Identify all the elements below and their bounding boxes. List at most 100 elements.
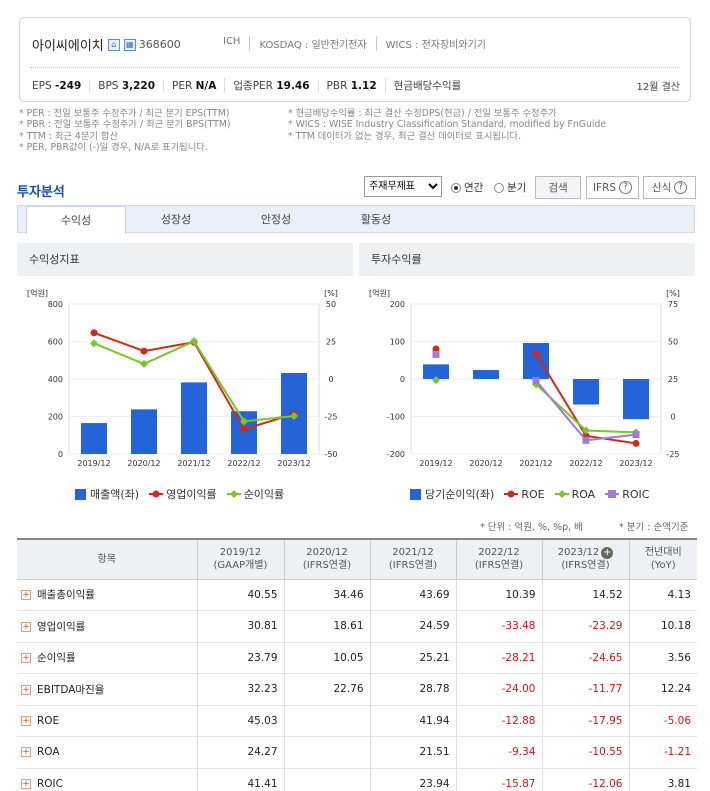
right-axis-unit: [%] — [324, 289, 338, 298]
bar — [131, 409, 157, 454]
divider — [30, 67, 680, 68]
legend-returns: 당기순이익(좌) ROE ROA ROIC — [410, 486, 659, 502]
row-label[interactable]: + ROIC — [17, 768, 198, 791]
analysis-tabs: 수익성 성장성 안정성 활동성 — [17, 205, 695, 234]
data-point — [90, 339, 98, 348]
note: * WICS : WISE Industry Classification St… — [288, 119, 607, 131]
y-tick-label: 400 — [48, 375, 63, 384]
row-label[interactable]: + 순이익률 — [17, 642, 198, 674]
expand-icon[interactable]: + — [21, 590, 31, 601]
row-label[interactable]: + EBITDA마진율 — [17, 673, 198, 706]
y2-tick-label: 25 — [668, 375, 678, 384]
legend-item[interactable]: 매출액(좌) — [75, 486, 139, 502]
table-cell: 23.79 — [197, 642, 285, 674]
table-cell — [284, 736, 371, 769]
data-point — [140, 347, 148, 355]
stat-industry-per: 업종PER 19.46 — [224, 78, 317, 93]
x-tick-label: 2019/12 — [77, 459, 110, 468]
x-tick-label: 2020/12 — [469, 459, 502, 468]
legend-item[interactable]: ROA — [554, 488, 595, 501]
home-icon[interactable]: ⌂ — [107, 38, 120, 51]
right-axis-unit: [%] — [666, 289, 680, 298]
legend-profitability: 매출액(좌) 영업이익률 순이익률 — [75, 486, 294, 502]
bar — [423, 364, 449, 379]
table-cell: 18.61 — [284, 610, 371, 643]
table-cell: 41.41 — [197, 768, 285, 791]
bar — [81, 423, 107, 454]
row-label[interactable]: + ROA — [17, 736, 198, 769]
table-cell: -24.65 — [542, 642, 630, 674]
table-cell: -15.87 — [456, 768, 543, 791]
returns-chart: [억원] [%] 200 100 0 -100 -200 75 50 25 0 -25 2019/12 2… — [369, 288, 680, 468]
x-tick-label: 2021/12 — [519, 459, 552, 468]
radio-checked-icon[interactable] — [451, 182, 461, 193]
panel-title-profitability: 수익성지표 — [17, 243, 353, 276]
legend-item[interactable]: 순이익률 — [226, 486, 284, 502]
column-header: 2020/12 (IFRS연결) — [284, 538, 371, 580]
add-column-icon[interactable]: + — [601, 547, 614, 560]
stat-eps: EPS -249 — [32, 79, 82, 92]
legend-item[interactable]: 당기순이익(좌) — [410, 486, 494, 502]
quarter-radio[interactable]: 분기 — [494, 180, 526, 195]
data-point — [290, 411, 298, 420]
left-axis-unit: [억원] — [27, 288, 48, 298]
table-row: + ROIC 41.41 23.94 -15.87 -12.06 3.81 — [17, 768, 697, 791]
radio-unchecked-icon[interactable] — [494, 182, 504, 193]
help-icon: ? — [674, 181, 688, 194]
formula-help-button[interactable]: 산식? — [643, 176, 696, 199]
y2-tick-label: 50 — [668, 338, 678, 347]
notes-right: * 현금배당수익률 : 최근 결산 수정DPS(현금) / 전일 보통주 수정주… — [288, 108, 606, 142]
stat-pbr: PBR 1.12 — [317, 79, 385, 92]
expand-icon[interactable]: + — [21, 778, 31, 789]
table-cell: 32.23 — [197, 673, 285, 706]
tab-growth[interactable]: 성장성 — [160, 213, 192, 226]
note: * PBR : 전일 보통주 수정주가 / 최근 분기 BPS(TTM) — [19, 119, 231, 131]
fiscal-year-end: 12월 결산 — [636, 82, 680, 93]
note: * TTM : 최근 4분기 합산 — [19, 130, 119, 142]
table-cell: 10.05 — [284, 642, 371, 674]
row-label[interactable]: + ROE — [17, 705, 198, 737]
data-point — [532, 350, 540, 358]
y2-tick-label: 50 — [326, 300, 336, 309]
bar — [523, 343, 549, 379]
table-cell: 12.24 — [629, 673, 697, 706]
expand-icon[interactable]: + — [21, 621, 31, 632]
ifrs-help-button[interactable]: IFRS? — [586, 176, 639, 199]
table-row: + 매출총이익률 40.55 34.46 43.69 10.39 14.52 4.13 — [17, 579, 697, 611]
expand-icon[interactable]: + — [21, 747, 31, 758]
data-point — [532, 377, 540, 385]
tab-activity[interactable]: 활동성 — [360, 213, 392, 226]
building-icon[interactable]: ▦ — [123, 38, 136, 51]
table-cell: 28.78 — [370, 673, 457, 706]
column-header: 항목 — [17, 538, 198, 580]
market-tag: KOSDAQ : 일반전기전자 — [249, 36, 375, 51]
note: * TTM 데이터가 없는 경우, 최근 결산 데이터로 표시됩니다. — [288, 130, 522, 142]
table-cell: 24.27 — [197, 736, 285, 769]
legend-item[interactable]: ROE — [504, 488, 545, 501]
legend-item[interactable]: ROIC — [605, 488, 649, 501]
table-cell — [284, 768, 371, 791]
expand-icon[interactable]: + — [21, 715, 31, 726]
table-cell: 25.21 — [370, 642, 457, 674]
table-cell: 23.94 — [370, 768, 457, 791]
y-tick-label: 200 — [390, 300, 405, 309]
y2-tick-label: 0 — [328, 375, 333, 384]
row-label[interactable]: + 매출총이익률 — [17, 579, 198, 611]
y-tick-label: 0 — [400, 375, 405, 384]
company-name: 아이씨에이치 — [32, 39, 104, 54]
expand-icon[interactable]: + — [21, 684, 31, 695]
table-cell: -12.88 — [456, 705, 543, 737]
tab-profitability[interactable]: 수익성 — [26, 206, 126, 234]
expand-icon[interactable]: + — [21, 653, 31, 664]
table-cell: 40.55 — [197, 579, 285, 611]
tab-stability[interactable]: 안정성 — [260, 213, 292, 226]
statement-select[interactable]: 주재무제표 — [364, 176, 442, 197]
table-cell: 10.39 — [456, 579, 543, 611]
search-button[interactable]: 검색 — [535, 176, 581, 199]
legend-item[interactable]: 영업이익률 — [149, 486, 217, 502]
row-label[interactable]: + 영업이익률 — [17, 610, 198, 643]
annual-radio[interactable]: 연간 — [451, 180, 483, 195]
data-point — [240, 417, 248, 426]
x-tick-label: 2023/12 — [277, 459, 310, 468]
data-point — [532, 380, 540, 389]
